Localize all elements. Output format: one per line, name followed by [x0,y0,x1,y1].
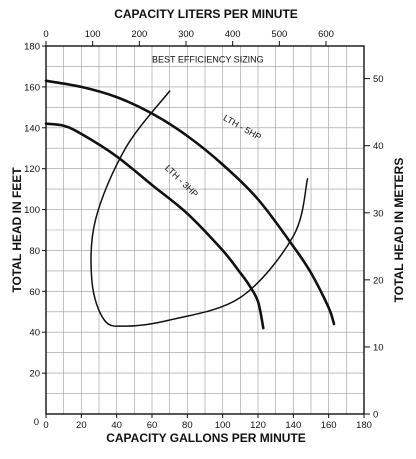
y2-tick-label: 40 [373,141,384,152]
x2-tick-label: 300 [178,29,194,40]
y-tick-label: 80 [29,246,40,257]
left-axis-title: TOTAL HEAD IN FEET [10,167,24,293]
axis-ticks [42,41,370,418]
y2-tick-label: 20 [373,275,384,286]
x-tick-label: 180 [356,420,372,431]
y-tick-label: 160 [24,82,40,93]
lth-5hp-label: LTH - 5HP [222,113,263,143]
top-axis-title: CAPACITY LITERS PER MINUTE [114,7,298,21]
x2-tick-label: 0 [43,29,48,40]
plot-frame [45,45,365,415]
y2-tick-label: 10 [373,342,384,353]
x-tick-label: 140 [285,420,301,431]
y-tick-label: 100 [24,205,40,216]
x-tick-label: 160 [321,420,337,431]
right-axis-title: TOTAL HEAD IN METERS [392,158,406,303]
y-tick-label: 180 [24,42,40,53]
y2-tick-label: 30 [373,208,384,219]
bottom-axis-title: CAPACITY GALLONS PER MINUTE [106,431,306,445]
x2-tick-label: 100 [85,29,101,40]
tick-labels: 0 20 40 60 80 100 120 140 160 1802040608010012014… [24,29,383,431]
x2-tick-label: 600 [318,29,334,40]
x-tick-label: 60 [147,420,158,431]
y-tick-label: 140 [24,123,40,134]
y-tick-label: 40 [29,328,40,339]
y-tick-label: 60 [29,287,40,298]
y2-tick-label: 0 [373,410,378,421]
best-efficiency-curve [90,90,309,327]
y2-tick-label: 50 [373,74,384,85]
chart-grid [46,46,364,414]
y-tick-label: 20 [29,369,40,380]
y-tick-label: 120 [24,164,40,175]
x-tick-label: 0 [43,420,48,431]
x-tick-label: 20 [76,420,87,431]
performance-curves [44,79,336,330]
x-tick-label: 120 [250,420,266,431]
x-tick-label: 40 [111,420,122,431]
x-tick-label: 80 [182,420,193,431]
best-efficiency-label: BEST EFFICIENCY SIZING [152,54,264,64]
lth-5hp-curve [44,79,336,326]
origin-label: 0 [34,417,39,428]
x2-tick-label: 200 [131,29,147,40]
x-tick-label: 100 [215,420,231,431]
curve-annotations: BEST EFFICIENCY SIZING LTH - 5HP LTH - 3HP [152,54,264,199]
x2-tick-label: 400 [225,29,241,40]
lth-3hp-label: LTH - 3HP [163,163,200,199]
x2-tick-label: 500 [271,29,287,40]
lth-3hp-curve [44,122,265,330]
